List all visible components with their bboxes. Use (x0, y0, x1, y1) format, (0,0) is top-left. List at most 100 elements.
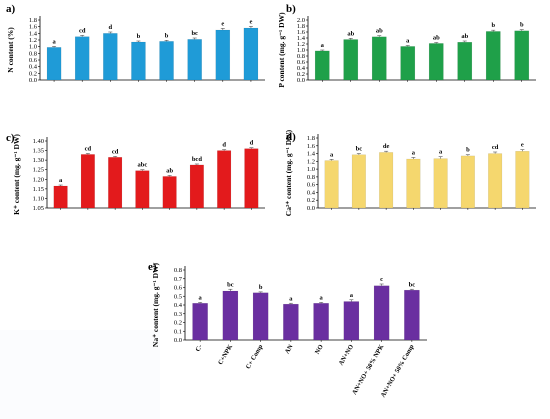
y-tick-label: 1.2 (29, 37, 37, 44)
x-category-label: C- (194, 344, 203, 353)
significance-letter: a (350, 292, 354, 299)
bar (343, 39, 359, 81)
bar (460, 155, 475, 209)
significance-letter: cd (112, 148, 119, 155)
y-tick-label: 1.05 (33, 205, 44, 212)
significance-letter: ab (347, 30, 354, 37)
y-tick-label: 0.5 (174, 293, 182, 300)
faint-artifact-region (0, 330, 160, 419)
significance-letter: ab (166, 167, 173, 174)
panel-label: b) (286, 3, 296, 15)
bar (457, 42, 473, 81)
y-tick-label: 1.10 (33, 195, 44, 202)
y-axis-title: Na⁺ content (mg. g⁻¹ DW) (151, 262, 160, 347)
bar (433, 158, 448, 209)
panel-label: a) (6, 3, 16, 15)
bar (192, 303, 208, 341)
y-tick-label: 0.4 (29, 64, 38, 71)
bar (108, 157, 123, 209)
y-tick-label: 1.35 (33, 148, 44, 155)
y-tick-label: 0.6 (307, 182, 316, 189)
x-category-label: C+ Comp (245, 343, 265, 370)
bar (217, 150, 232, 209)
y-axis-title: N content (%) (6, 27, 15, 73)
significance-letter: c (380, 276, 383, 283)
significance-letter: a (330, 151, 334, 158)
y-tick-label: 0.8 (29, 50, 37, 57)
significance-letter: cd (79, 27, 86, 34)
x-category-label: NO (314, 344, 325, 356)
chart-panel-e: e)Na⁺ content (mg. g⁻¹ DW) 0.0 0.10.2 0.3 0.… (148, 261, 427, 399)
bar (252, 292, 269, 341)
y-tick-label: 0.1 (174, 328, 182, 335)
significance-letter: a (412, 149, 416, 156)
x-category-label: AN+NO+ 50% NPK (351, 344, 385, 396)
panel-label: c) (6, 132, 15, 144)
y-tick-label: 1.0 (297, 47, 305, 54)
bar (74, 36, 90, 81)
significance-letter: b (520, 22, 524, 29)
x-category-label: AN (284, 343, 295, 355)
significance-letter: a (320, 294, 324, 301)
significance-letter: bc (191, 30, 198, 37)
y-tick-label: 1.0 (29, 44, 37, 51)
significance-letter: b (137, 33, 141, 40)
y-tick-label: 2.0 (297, 17, 305, 24)
significance-letter: d (222, 142, 226, 149)
significance-letter: bc (409, 281, 416, 288)
significance-letter: a (289, 295, 293, 302)
bar (371, 36, 387, 81)
bar (162, 176, 177, 209)
y-axis-title: K⁺ content (mg. g⁻¹ DW) (12, 134, 21, 215)
significance-letter: d (109, 24, 113, 31)
bar (46, 47, 62, 81)
significance-letter: bc (227, 281, 234, 288)
bar (243, 27, 259, 81)
bar (131, 41, 146, 81)
x-category-label: C+NPK (217, 344, 234, 367)
y-tick-label: 1.4 (29, 30, 38, 37)
y-tick-label: 0.2 (29, 70, 37, 77)
y-tick-label: 1.8 (307, 135, 315, 142)
chart-panel-d: d)Ca²⁺ content (mg. g⁻¹ DW) 0.00.20.40.60… (284, 129, 536, 216)
panel-label: d) (286, 131, 296, 143)
y-tick-label: 0.6 (297, 59, 306, 66)
significance-letter: a (199, 294, 203, 301)
y-tick-label: 0.8 (297, 53, 305, 60)
bar (159, 41, 174, 81)
y-tick-label: 0.2 (297, 71, 305, 78)
y-tick-label: 0.8 (307, 174, 315, 181)
significance-letter: b (165, 32, 169, 39)
bar (488, 153, 503, 209)
bar (189, 164, 204, 209)
bar (485, 31, 501, 81)
y-tick-label: 0.0 (297, 77, 305, 84)
significance-letter: b (491, 22, 495, 29)
y-tick-label: 1.40 (33, 138, 44, 145)
bar (53, 185, 68, 209)
bar (404, 289, 420, 341)
x-category-label: AN+NO (338, 344, 355, 367)
significance-letter: ab (461, 33, 468, 40)
bar (351, 154, 366, 209)
significance-letter: b (259, 284, 263, 291)
significance-letter: cd (492, 144, 499, 151)
y-tick-label: 0.6 (174, 285, 183, 292)
y-tick-label: 1.4 (297, 35, 306, 42)
bar (406, 158, 421, 209)
bar (283, 303, 299, 341)
significance-letter: e (249, 18, 252, 25)
x-category-label: AN+NO+ 50% Comp (380, 343, 416, 399)
y-tick-label: 0.0 (29, 77, 37, 84)
bar (244, 148, 259, 209)
y-tick-label: 0.0 (174, 337, 182, 344)
y-tick-label: 1.6 (297, 29, 306, 36)
significance-letter: a (321, 42, 325, 49)
significance-letter: a (406, 38, 410, 45)
significance-letter: abc (138, 162, 148, 169)
bar (379, 152, 394, 209)
y-tick-label: 0.3 (174, 311, 182, 318)
y-tick-label: 1.0 (307, 166, 315, 173)
bar (187, 39, 202, 81)
bar (373, 285, 390, 341)
